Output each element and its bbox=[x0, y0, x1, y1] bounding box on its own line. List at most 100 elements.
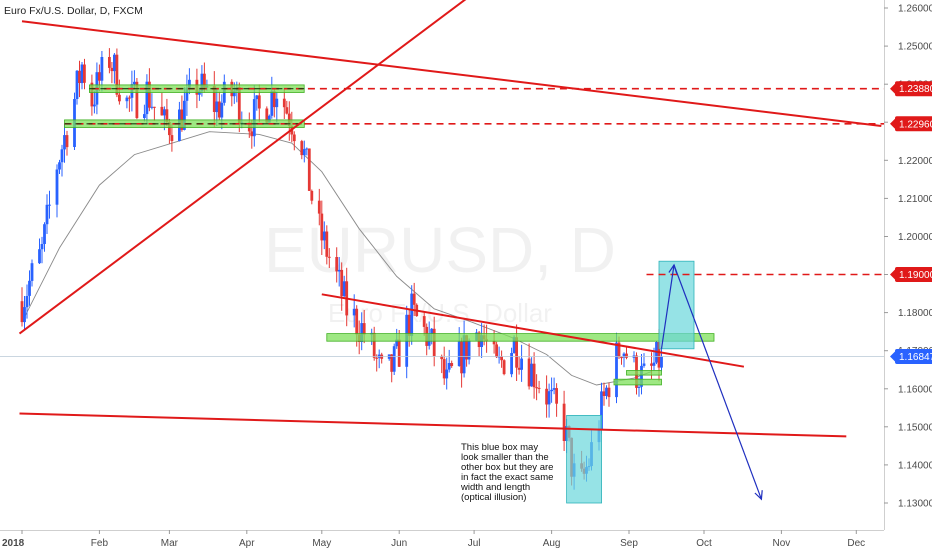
levels-layer[interactable] bbox=[0, 87, 884, 357]
time-tick-label: Dec bbox=[847, 538, 865, 549]
candle-body bbox=[520, 358, 523, 370]
time-tick-label: Sep bbox=[620, 538, 638, 549]
candle-body bbox=[168, 122, 171, 136]
price-tag-box bbox=[895, 349, 932, 364]
zones-layer[interactable] bbox=[64, 84, 715, 504]
candle-body bbox=[465, 335, 468, 360]
candle-body bbox=[60, 149, 64, 163]
candle-body bbox=[375, 357, 379, 359]
candle-body bbox=[43, 224, 46, 244]
time-tick-label: 2018 bbox=[2, 538, 25, 549]
candle-body bbox=[392, 346, 396, 372]
candle-body bbox=[390, 354, 394, 372]
time-axis[interactable]: 2018 Feb Mar Apr May Jun Jul Aug Sep Oct Nov Dec bbox=[2, 530, 865, 549]
candle-body bbox=[232, 90, 236, 97]
candle-body bbox=[517, 367, 521, 370]
candle-body bbox=[537, 387, 541, 389]
zone-box-green[interactable] bbox=[626, 370, 662, 376]
candle-body bbox=[450, 363, 454, 366]
candle-body bbox=[160, 106, 164, 116]
candle-body bbox=[615, 342, 618, 398]
candle-body bbox=[555, 388, 558, 404]
price-tag-pointer bbox=[890, 83, 895, 94]
price-tag-label: 1.22960 bbox=[899, 119, 932, 130]
candle-body bbox=[327, 256, 331, 258]
zone-box-green[interactable] bbox=[326, 333, 715, 342]
annotation-note[interactable]: This blue box may look smaller than the … bbox=[460, 442, 553, 503]
price-tick-label: 1.25000 bbox=[898, 42, 932, 53]
price-tick-label: 1.13000 bbox=[898, 499, 932, 510]
note-line-1: This blue box may bbox=[461, 442, 538, 453]
candle-body bbox=[642, 363, 646, 366]
candle-body bbox=[75, 70, 79, 99]
note-line-3: other box but they are bbox=[461, 462, 553, 473]
zone-box-cyan[interactable] bbox=[658, 260, 695, 350]
price-tag-pointer bbox=[890, 118, 895, 129]
candle-body bbox=[625, 353, 628, 358]
candle-body bbox=[98, 72, 101, 81]
candle-body bbox=[512, 337, 516, 353]
note-line-6: (optical illusion) bbox=[461, 492, 526, 503]
price-tags: 1.23880 1.22960 1.19000 1.16847 bbox=[890, 81, 932, 364]
candle-body bbox=[607, 387, 611, 398]
candle-body bbox=[128, 97, 131, 99]
zone-box-green[interactable] bbox=[613, 378, 662, 386]
candle-body bbox=[275, 98, 279, 108]
price-tick-label: 1.21000 bbox=[898, 194, 932, 205]
candle-body bbox=[185, 87, 189, 101]
candle-body bbox=[502, 360, 506, 375]
candle-body bbox=[562, 403, 566, 441]
candle-body bbox=[78, 70, 81, 83]
trend-line[interactable] bbox=[18, 0, 467, 335]
candle-body bbox=[48, 204, 51, 206]
candle-body bbox=[145, 81, 149, 115]
time-tick-label: May bbox=[312, 538, 331, 549]
price-tick-label: 1.26000 bbox=[898, 4, 932, 15]
candle-body bbox=[270, 91, 274, 116]
time-tick-label: Oct bbox=[696, 538, 712, 549]
candle-body bbox=[58, 162, 61, 170]
candle-body bbox=[640, 365, 643, 387]
projection-arrow-line[interactable] bbox=[660, 264, 675, 349]
candle-body bbox=[650, 363, 653, 366]
candle-body bbox=[40, 244, 44, 250]
candle-body bbox=[407, 314, 411, 336]
candle-body bbox=[600, 391, 603, 430]
candle-body bbox=[602, 391, 606, 396]
candle-body bbox=[352, 308, 356, 316]
candle-body bbox=[495, 344, 498, 358]
candle-body bbox=[250, 131, 254, 137]
trend-line[interactable] bbox=[21, 20, 882, 127]
candle-body bbox=[622, 353, 626, 358]
candle-body bbox=[65, 135, 69, 148]
trend-line[interactable] bbox=[19, 412, 847, 438]
candle-body bbox=[198, 91, 201, 95]
candle-body bbox=[118, 94, 121, 102]
trend-line[interactable] bbox=[321, 293, 745, 368]
trendlines-layer[interactable] bbox=[18, 0, 882, 438]
candle-body bbox=[637, 386, 641, 388]
moving-average-layer bbox=[21, 131, 652, 386]
candle-body bbox=[148, 81, 151, 108]
candle-body bbox=[545, 388, 548, 405]
symbol-watermark-subtitle: Euro Fx/U.S. Dollar bbox=[328, 298, 552, 328]
candle-body bbox=[257, 95, 261, 109]
candle-body bbox=[133, 81, 136, 85]
candle-body bbox=[340, 269, 344, 297]
projection-arrows-layer[interactable] bbox=[660, 263, 763, 501]
candle-body bbox=[150, 106, 154, 108]
candle-body bbox=[395, 339, 399, 347]
note-line-2: look smaller than the bbox=[461, 452, 549, 463]
candle-body bbox=[30, 263, 34, 281]
candle-body bbox=[252, 99, 256, 137]
projection-arrow-line[interactable] bbox=[673, 264, 762, 500]
candle-body bbox=[23, 307, 26, 323]
candle-body bbox=[90, 82, 94, 107]
candle-body bbox=[83, 64, 86, 83]
price-tag-box bbox=[895, 267, 932, 282]
candle-body bbox=[292, 134, 296, 142]
candle-body bbox=[305, 148, 309, 150]
candle-body bbox=[237, 87, 241, 124]
note-line-5: width and length bbox=[460, 482, 530, 493]
